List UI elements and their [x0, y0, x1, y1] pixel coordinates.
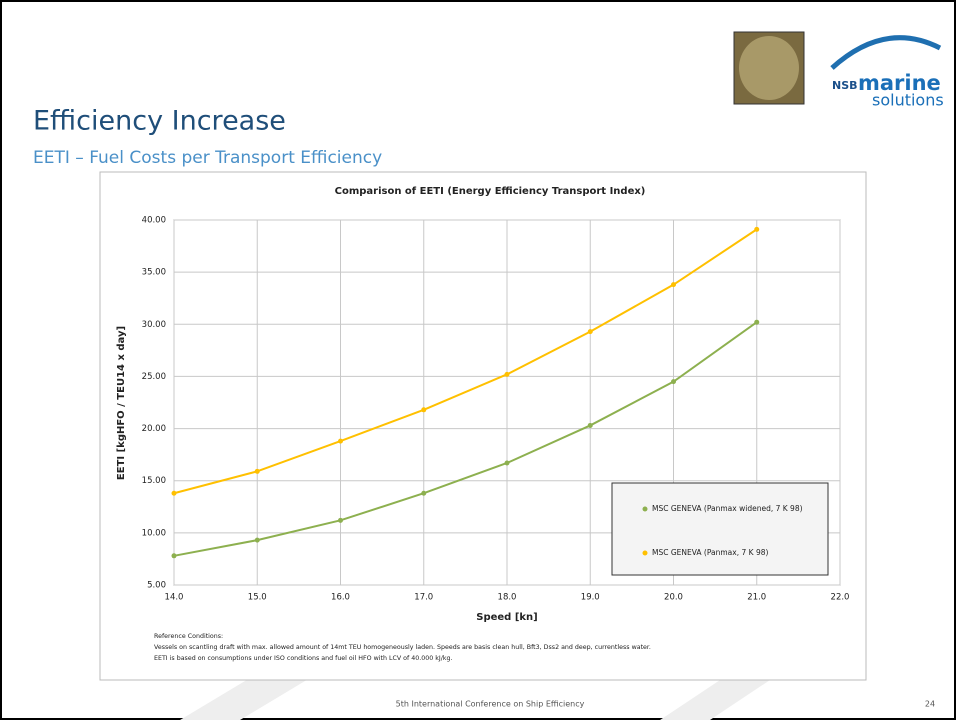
legend: [611, 482, 829, 576]
logo-brand: NSB: [832, 79, 858, 92]
chart-title: Comparison of EETI (Energy Efficiency Tr…: [335, 186, 646, 197]
logo-word: marine: [858, 71, 941, 95]
data-point: [254, 468, 260, 474]
series-line: [173, 321, 758, 557]
series-line: [173, 228, 758, 495]
data-point: [671, 379, 676, 385]
data-point: [504, 371, 510, 377]
logo-word: solutions: [872, 91, 944, 110]
y-axis-label: EETI [kgHFO / TEU14 x day]: [116, 326, 127, 480]
y-tick-label: 25.00: [142, 372, 166, 382]
legend-swatch: [642, 550, 648, 556]
annotation: Reference Conditions:: [154, 633, 223, 640]
data-point: [338, 517, 343, 523]
data-point: [171, 490, 177, 496]
data-point: [421, 407, 427, 413]
x-tick-label: 19.0: [581, 593, 600, 603]
data-point: [421, 490, 427, 496]
data-point: [254, 537, 260, 543]
data-point: [338, 438, 343, 444]
slide-title: Efficiency Increase: [33, 106, 286, 137]
y-tick-label: 20.00: [142, 424, 166, 434]
data-point: [754, 319, 760, 325]
x-tick-label: 15.0: [248, 593, 267, 603]
annotation: Vessels on scantling draft with max. all…: [154, 644, 651, 651]
y-tick-label: 15.00: [142, 476, 166, 486]
data-point: [171, 553, 177, 559]
legend-label: MSC GENEVA (Panmax widened, 7 K 98): [652, 504, 803, 513]
x-tick-label: 17.0: [414, 593, 433, 603]
x-tick-label: 20.0: [664, 593, 683, 603]
data-point: [587, 422, 593, 428]
logo-seal-inner: [739, 36, 799, 100]
legend-label: MSC GENEVA (Panmax, 7 K 98): [652, 548, 768, 557]
data-point: [587, 329, 593, 335]
y-tick-label: 35.00: [142, 268, 166, 278]
annotation: EETI is based on consumptions under ISO …: [154, 655, 453, 662]
data-point: [671, 282, 676, 288]
data-point: [504, 460, 510, 466]
x-tick-label: 21.0: [747, 593, 766, 603]
slide-subtitle: EETI – Fuel Costs per Transport Efficien…: [33, 148, 382, 168]
y-tick-label: 30.00: [142, 320, 166, 330]
footer: 5th International Conference on Ship Eff…: [396, 700, 585, 709]
x-tick-label: 16.0: [331, 593, 350, 603]
y-tick-label: 5.00: [147, 581, 166, 591]
y-tick-label: 10.00: [142, 528, 166, 538]
y-tick-label: 40.00: [142, 216, 166, 226]
x-tick-label: 18.0: [498, 593, 517, 603]
legend-swatch: [642, 506, 648, 512]
page-number: 24: [925, 700, 935, 709]
x-axis-label: Speed [kn]: [476, 612, 537, 623]
x-tick-label: 14.0: [165, 593, 184, 603]
x-tick-label: 22.0: [831, 593, 850, 603]
data-point: [754, 226, 760, 232]
logo-arc: [830, 35, 942, 70]
